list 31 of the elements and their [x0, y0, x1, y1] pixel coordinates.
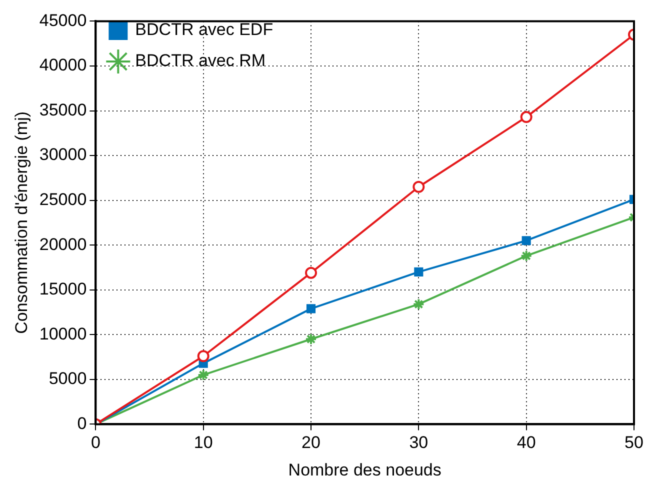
x-tick-label: 20: [302, 433, 320, 452]
y-tick-label: 25000: [39, 190, 87, 209]
y-tick-label: 20000: [39, 234, 87, 254]
x-axis-title: Nombre des noeuds: [288, 460, 442, 480]
point: [306, 304, 316, 314]
y-tick-label: 15000: [39, 280, 87, 299]
x-tick-label: 30: [409, 433, 428, 452]
y-tick-label: 5000: [48, 369, 87, 388]
point: [414, 267, 424, 276]
x-tick-label: 40: [516, 433, 536, 452]
y-tick-label: 40000: [39, 56, 87, 75]
point: [520, 111, 532, 124]
point: [412, 180, 425, 193]
legend-label: BDCTR avec EDF: [135, 20, 274, 40]
point: [197, 368, 210, 381]
point: [305, 333, 318, 346]
point: [520, 250, 532, 262]
point: [305, 266, 318, 279]
y-tick-label: 30000: [39, 145, 87, 164]
point: [412, 298, 425, 310]
x-tick-label: 50: [624, 433, 644, 452]
point: [197, 350, 210, 362]
y-tick-label: 35000: [39, 100, 87, 120]
point: [522, 236, 531, 246]
legend-label: BDCTR avec RM: [135, 51, 266, 70]
x-tick-label: 10: [194, 433, 213, 452]
x-tick-label: 0: [90, 433, 100, 452]
y-tick-label: 45000: [39, 10, 87, 30]
y-axis-title: Consommation d'énergie (mj): [12, 111, 31, 334]
y-tick-label: 10000: [39, 324, 87, 344]
y-tick-label: 0: [77, 414, 87, 433]
